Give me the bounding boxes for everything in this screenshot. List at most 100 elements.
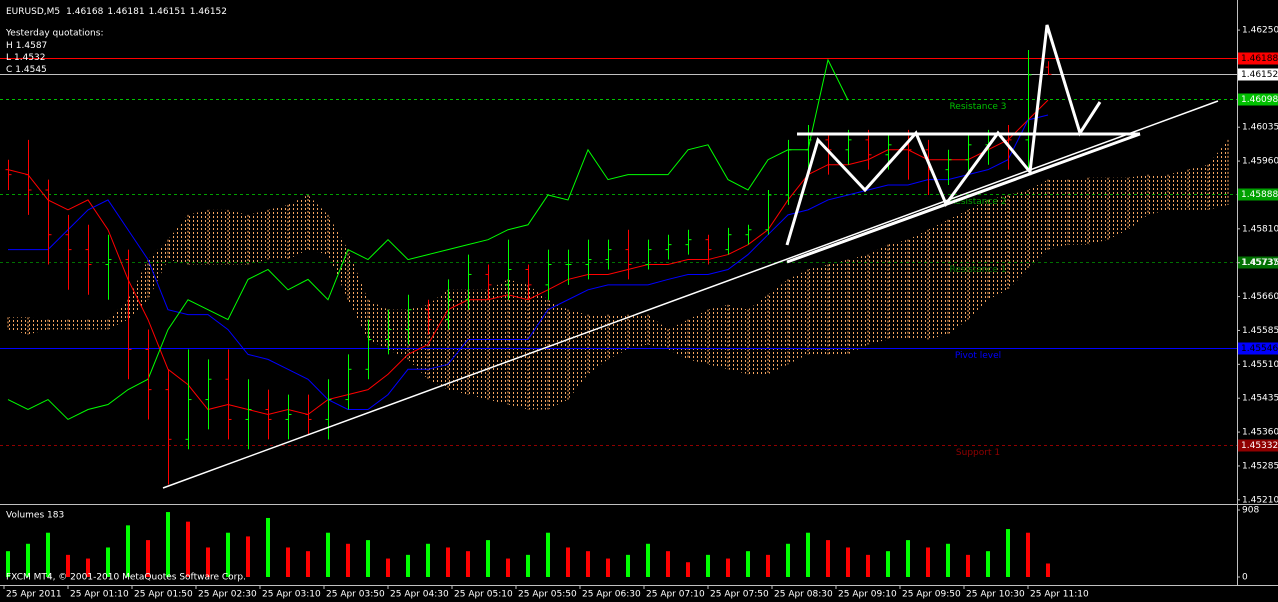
volume-bar bbox=[826, 540, 830, 577]
volume-bar bbox=[906, 540, 910, 577]
level-value: 1.45888 bbox=[1241, 190, 1278, 200]
x-tick-label: 25 Apr 04:30 bbox=[390, 590, 449, 600]
header-high: 1.46181 bbox=[107, 7, 144, 17]
volume-bar bbox=[326, 532, 330, 577]
level-box bbox=[1238, 439, 1278, 452]
y-tick-label: 1.45435 bbox=[1242, 394, 1278, 404]
y-tick-label: 1.46035 bbox=[1242, 123, 1278, 133]
volume-bar bbox=[746, 551, 750, 577]
y-tick-label: 1.45810 bbox=[1242, 224, 1278, 234]
volume-tick-label: 908 bbox=[1242, 506, 1259, 516]
volume-bar bbox=[706, 554, 710, 577]
subtitle: Yesterday quotations: bbox=[5, 29, 103, 39]
volume-bar bbox=[806, 532, 810, 577]
x-tick-label: 25 Apr 09:10 bbox=[838, 590, 897, 600]
x-tick-label: 25 Apr 01:10 bbox=[70, 590, 129, 600]
level-label: Support 1 bbox=[956, 448, 1000, 458]
volume-bar bbox=[446, 547, 450, 577]
volume-bar bbox=[226, 532, 230, 577]
x-tick-label: 25 Apr 03:50 bbox=[326, 590, 385, 600]
y-tick-label: 1.45960 bbox=[1242, 157, 1278, 167]
volume-bar bbox=[426, 543, 430, 577]
frame bbox=[0, 0, 1278, 586]
volume-bar bbox=[346, 543, 350, 577]
volume-bar bbox=[6, 551, 10, 577]
volume-bar bbox=[926, 547, 930, 577]
volume-bar bbox=[406, 554, 410, 577]
annotation-label: L bbox=[6, 53, 11, 63]
volume-bar bbox=[486, 540, 490, 577]
y-tick-label: 1.45510 bbox=[1242, 360, 1278, 370]
x-tick-label: 25 Apr 2011 bbox=[6, 590, 62, 600]
level-box bbox=[1238, 93, 1278, 106]
x-tick-label: 25 Apr 03:10 bbox=[262, 590, 321, 600]
volume-bar bbox=[246, 536, 250, 577]
header-open: 1.46168 bbox=[66, 7, 103, 17]
volume-bar bbox=[46, 532, 50, 577]
volume-bar bbox=[1046, 563, 1050, 577]
level-value: 1.46098 bbox=[1241, 95, 1278, 105]
labels: EURUSD,M5 1.46168 1.46181 1.46151 1.46152 Ye… bbox=[3, 7, 1278, 600]
volume-bar bbox=[566, 547, 570, 577]
volume-bar bbox=[466, 551, 470, 577]
volume-bar bbox=[506, 558, 510, 577]
level-label: Resistance 3 bbox=[949, 102, 1006, 112]
volume-bar bbox=[786, 543, 790, 577]
volume-bar bbox=[26, 543, 30, 577]
x-tick-label: 25 Apr 05:50 bbox=[518, 590, 577, 600]
pattern-line bbox=[785, 24, 1102, 246]
volume-bar bbox=[366, 540, 370, 577]
trendlines bbox=[162, 24, 1219, 489]
volume-bar bbox=[66, 554, 70, 577]
level-box bbox=[1238, 342, 1278, 355]
bid-value: 1.46152 bbox=[1241, 70, 1278, 80]
annotation: C 1.4545 bbox=[6, 65, 47, 75]
volume-bar bbox=[526, 554, 530, 577]
volume-bar bbox=[966, 554, 970, 577]
x-tick-label: 25 Apr 11:10 bbox=[1030, 590, 1089, 600]
level-value: 1.45546 bbox=[1241, 344, 1278, 354]
level-label: Resistance 1 bbox=[949, 265, 1006, 275]
volume-bar bbox=[766, 554, 770, 577]
volume-bar bbox=[206, 547, 210, 577]
indicator-line bbox=[8, 114, 1049, 411]
y-tick-label: 1.45285 bbox=[1242, 461, 1278, 471]
volume-bar bbox=[606, 558, 610, 577]
level-label: Pivot level bbox=[955, 351, 1001, 361]
volume-bar bbox=[626, 554, 630, 577]
volume-bar bbox=[646, 543, 650, 577]
volume-tick-label: 0 bbox=[1242, 573, 1248, 583]
level-box bbox=[1238, 52, 1278, 65]
trendline bbox=[162, 100, 1219, 489]
volume-bar bbox=[846, 547, 850, 577]
header-close: 1.46152 bbox=[190, 7, 227, 17]
volume-bar bbox=[726, 558, 730, 577]
volume-bar bbox=[386, 558, 390, 577]
x-tick-label: 25 Apr 10:30 bbox=[966, 590, 1025, 600]
volume-bar bbox=[306, 551, 310, 577]
y-tick-label: 1.45360 bbox=[1242, 428, 1278, 438]
volume-bar bbox=[866, 554, 870, 577]
volume-bar bbox=[1006, 529, 1010, 577]
annotation-label: C bbox=[6, 65, 12, 75]
header: EURUSD,M5 1.46168 1.46181 1.46151 1.46152 bbox=[6, 7, 227, 17]
volume-bar bbox=[946, 543, 950, 577]
level-box bbox=[1238, 188, 1278, 201]
y-tick-label: 1.45210 bbox=[1242, 495, 1278, 505]
volume-bar bbox=[266, 517, 270, 577]
level-value: 1.45332 bbox=[1241, 441, 1278, 451]
x-tick-label: 25 Apr 05:10 bbox=[454, 590, 513, 600]
x-tick-label: 25 Apr 07:10 bbox=[646, 590, 705, 600]
y-tick-label: 1.45735 bbox=[1242, 258, 1278, 268]
volume-bar bbox=[166, 512, 170, 577]
volume-bar bbox=[586, 551, 590, 577]
level-value: 1.46188 bbox=[1241, 54, 1278, 64]
level-box bbox=[1238, 256, 1278, 269]
annotation-value: 1.4532 bbox=[14, 53, 46, 63]
annotation-value: 1.4587 bbox=[16, 41, 48, 51]
cloud-fill bbox=[8, 139, 1228, 410]
level-label: Resistance 2 bbox=[949, 197, 1006, 207]
